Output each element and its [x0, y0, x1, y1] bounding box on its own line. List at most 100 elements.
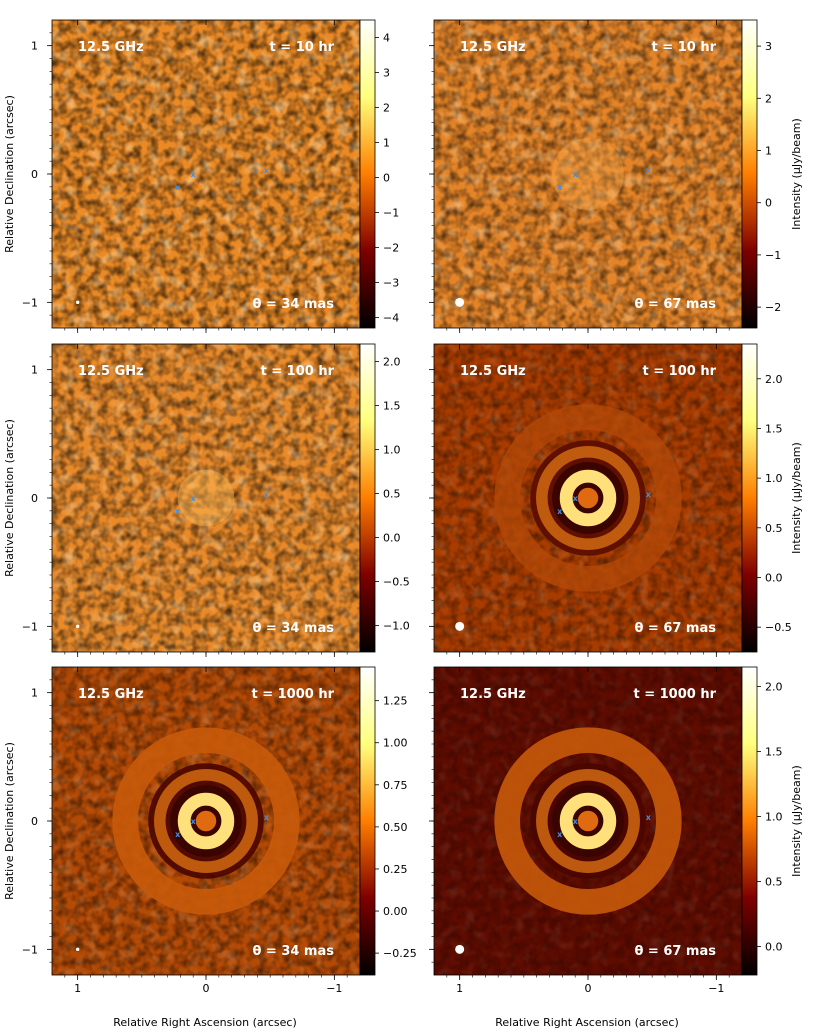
colorbar-tick-label: −1.0 [383, 620, 410, 633]
source-marker-0: x [557, 507, 563, 516]
colorbar-tick-label: 0.0 [765, 571, 783, 584]
heatmap-image: x x x [434, 344, 742, 652]
beam-label: θ = 67 mas [634, 297, 716, 312]
colorbar-tick-label: 1.0 [383, 444, 401, 457]
source-marker-2: x [264, 490, 270, 499]
colorbar-tick-label: 1.25 [383, 695, 408, 708]
colorbar-tick-label: 4 [383, 32, 390, 45]
colorbar-tick-label: 3 [383, 67, 390, 80]
colorbar-tick-label: 3 [765, 40, 772, 53]
frequency-label: 12.5 GHz [78, 40, 144, 55]
inner-ring [177, 792, 235, 850]
frequency-label: 12.5 GHz [78, 364, 144, 379]
x-tick-label: 1 [74, 982, 81, 995]
colorbar-label: Intensity (μJy/beam) [790, 442, 803, 554]
colorbar-tick-label: 2 [383, 102, 390, 115]
x-tick-label: 0 [585, 982, 592, 995]
colorbar-tick-label: 0.0 [383, 532, 401, 545]
source-marker-0: x [175, 507, 181, 516]
middle-ring [154, 769, 258, 873]
ring-center [195, 810, 217, 832]
y-axis-label: Relative Declination (arcsec) [3, 742, 16, 900]
time-label: t = 10 hr [652, 40, 717, 55]
colorbar-tick-label: 1.5 [765, 745, 783, 758]
beam-label: θ = 34 mas [252, 297, 334, 312]
colorbar [741, 666, 758, 976]
colorbar-tick-label: 1.5 [765, 422, 783, 435]
heatmap-image: x x x [434, 20, 742, 328]
colorbar-tick-label: 0 [383, 172, 390, 185]
y-tick-label: 0 [31, 815, 38, 828]
colorbar-tick-label: 1 [383, 137, 390, 150]
source-marker-2: x [646, 490, 652, 499]
colorbar-label: Intensity (μJy/beam) [790, 765, 803, 877]
colorbar-tick-label: 1.5 [383, 400, 401, 413]
colorbar-tick-label: 0.00 [383, 905, 408, 918]
heatmap-image: x x x [52, 667, 360, 975]
colorbar-tick-label: 0.0 [765, 940, 783, 953]
y-tick-label: −1 [22, 296, 38, 309]
beam-ellipse [455, 944, 465, 954]
source-marker-2: x [264, 166, 270, 175]
source-marker-1: x [191, 817, 197, 826]
outer-ring [112, 727, 300, 915]
beam-label: θ = 34 mas [252, 621, 334, 636]
inner-ring [559, 469, 617, 527]
beam-ellipse [455, 621, 465, 631]
panel-f: x x x 12.5 GHz t = 1000 hr θ = 67 mas 1 0 −1 2.0 1… [429, 666, 803, 995]
colorbar-label: Intensity (μJy/beam) [790, 118, 803, 230]
y-tick-label: 1 [31, 364, 38, 377]
panel-a: x x x 12.5 GHz t = 10 hr θ = 34 mas 1 0 −1 Relati… [3, 19, 399, 333]
panel-c: x x x 12.5 GHz t = 100 hr θ = 34 mas 1 0 −1 Relat… [3, 343, 410, 657]
beam-label: θ = 67 mas [634, 944, 716, 959]
y-tick-label: 1 [31, 687, 38, 700]
colorbar-tick-label: −1 [765, 249, 781, 262]
colorbar-tick-label: −2 [383, 242, 399, 255]
source-marker-0: x [175, 830, 181, 839]
x-axis-label-right: Relative Right Ascension (arcsec) [495, 1016, 679, 1029]
y-axis-label: Relative Declination (arcsec) [3, 419, 16, 577]
ring-center [577, 487, 599, 509]
heatmap-noise-light [52, 20, 360, 328]
source-marker-1: x [573, 170, 579, 179]
y-axis-label: Relative Declination (arcsec) [3, 95, 16, 253]
source-marker-1: x [191, 494, 197, 503]
colorbar [359, 343, 376, 653]
beam-ellipse [75, 947, 80, 952]
colorbar-tick-label: 1.00 [383, 737, 408, 750]
heatmap-image: x x x [52, 344, 360, 652]
colorbar-tick-label: 1.0 [765, 810, 783, 823]
x-tick-label: 0 [203, 982, 210, 995]
colorbar-tick-label: 0 [765, 197, 772, 210]
panel-d: x x x 12.5 GHz t = 100 hr θ = 67 mas 2.0 1.5 1.0… [429, 343, 803, 657]
y-tick-label: −1 [22, 943, 38, 956]
colorbar-tick-label: 0.5 [765, 875, 783, 888]
time-label: t = 100 hr [643, 364, 717, 379]
x-tick-label: −1 [326, 982, 342, 995]
time-label: t = 10 hr [270, 40, 335, 55]
y-tick-label: 1 [31, 40, 38, 53]
frequency-label: 12.5 GHz [460, 687, 526, 702]
colorbar-tick-label: 2 [765, 92, 772, 105]
source-marker-2: x [646, 813, 652, 822]
source-marker-0: x [557, 183, 563, 192]
colorbar [359, 19, 376, 329]
source-marker-1: x [573, 494, 579, 503]
middle-ring [536, 769, 640, 873]
frequency-label: 12.5 GHz [460, 364, 526, 379]
heatmap-image: x x x [52, 20, 360, 328]
colorbar-tick-label: 0.5 [765, 522, 783, 535]
x-tick-label: −1 [708, 982, 724, 995]
source-marker-0: x [175, 183, 181, 192]
colorbar-tick-label: 0.5 [383, 488, 401, 501]
colorbar-tick-label: 2.0 [765, 680, 783, 693]
colorbar-tick-label: −0.5 [765, 621, 792, 634]
ring-center [577, 810, 599, 832]
colorbar-tick-label: 2.0 [383, 356, 401, 369]
beam-ellipse [455, 297, 465, 307]
middle-ring [536, 446, 640, 550]
colorbar-tick-label: 1 [765, 145, 772, 158]
colorbar [359, 666, 376, 976]
beam-label: θ = 34 mas [252, 944, 334, 959]
colorbar-tick-label: 2.0 [765, 373, 783, 386]
